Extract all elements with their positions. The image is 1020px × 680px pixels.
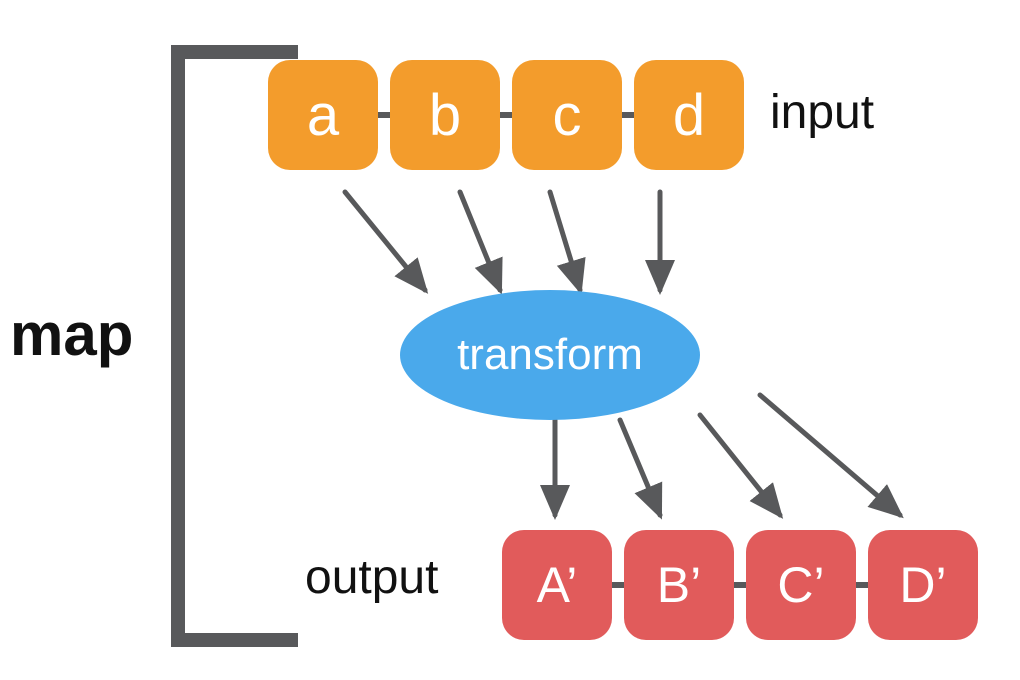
input-node-c: c bbox=[512, 60, 622, 170]
output-node-label: D’ bbox=[899, 556, 946, 614]
output-node-label: B’ bbox=[657, 556, 701, 614]
input-node-label: b bbox=[429, 82, 461, 149]
input-node-a: a bbox=[268, 60, 378, 170]
transform-node: transform bbox=[400, 290, 700, 420]
input-node-label: c bbox=[553, 82, 582, 149]
output-node-dprime: D’ bbox=[868, 530, 978, 640]
input-node-d: d bbox=[634, 60, 744, 170]
input-label: input bbox=[770, 85, 874, 140]
output-node-aprime: A’ bbox=[502, 530, 612, 640]
input-node-label: d bbox=[673, 82, 705, 149]
output-node-label: C’ bbox=[777, 556, 824, 614]
diagram-stage: map input output a b c d transform A’ B’ C’ D’ bbox=[0, 0, 1020, 680]
input-node-label: a bbox=[307, 82, 339, 149]
output-label: output bbox=[305, 550, 438, 605]
output-node-cprime: C’ bbox=[746, 530, 856, 640]
input-node-b: b bbox=[390, 60, 500, 170]
map-title: map bbox=[10, 300, 133, 369]
output-node-bprime: B’ bbox=[624, 530, 734, 640]
transform-label: transform bbox=[457, 330, 643, 380]
output-node-label: A’ bbox=[537, 556, 578, 614]
